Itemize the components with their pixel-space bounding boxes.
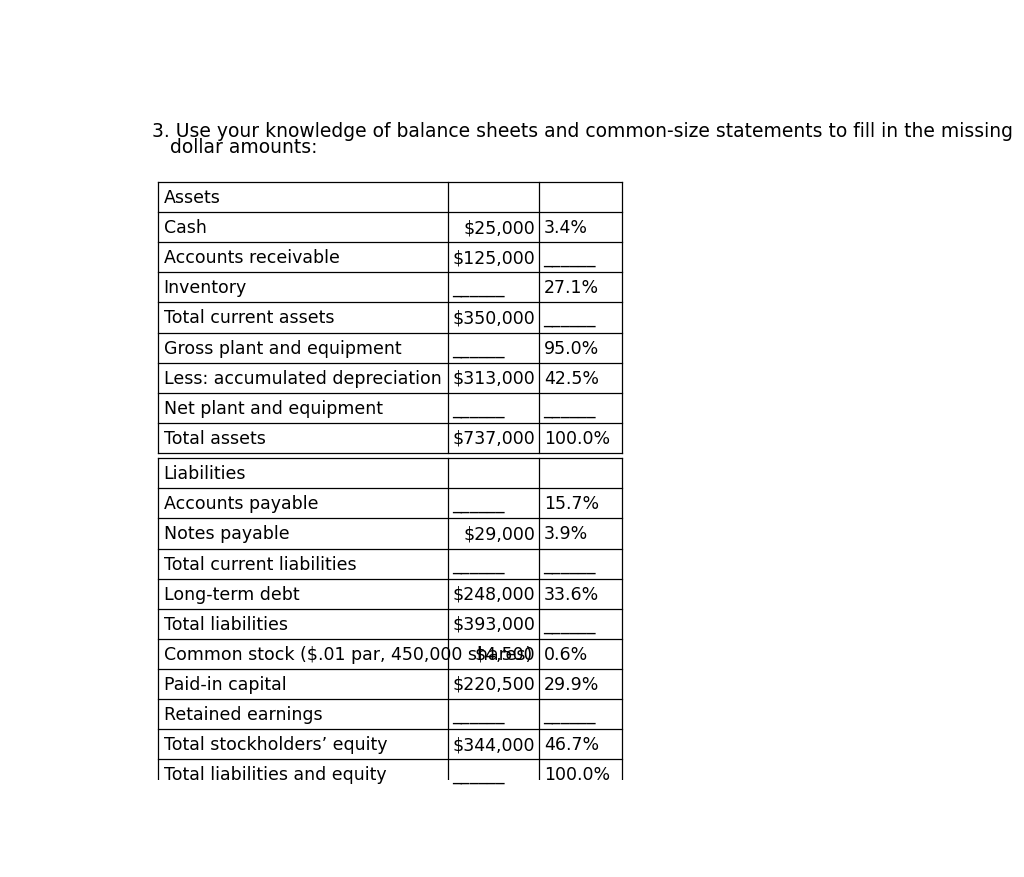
Text: 27.1%: 27.1% <box>544 279 599 297</box>
Text: ______: ______ <box>452 279 504 297</box>
Text: $344,000: $344,000 <box>453 735 536 753</box>
Text: ______: ______ <box>452 555 504 573</box>
Text: Gross plant and equipment: Gross plant and equipment <box>164 339 401 357</box>
Text: Total current liabilities: Total current liabilities <box>164 555 356 573</box>
Text: 15.7%: 15.7% <box>544 495 599 513</box>
Text: Liabilities: Liabilities <box>164 465 246 482</box>
Text: 33.6%: 33.6% <box>544 585 599 603</box>
Bar <box>158 183 623 453</box>
Text: ______: ______ <box>452 339 504 357</box>
Text: ______: ______ <box>543 705 596 724</box>
Text: Assets: Assets <box>164 189 220 207</box>
Text: Cash: Cash <box>164 219 207 237</box>
Text: $25,000: $25,000 <box>464 219 536 237</box>
Text: ______: ______ <box>543 309 596 327</box>
Text: ______: ______ <box>452 705 504 724</box>
Text: $313,000: $313,000 <box>453 369 536 388</box>
Text: 42.5%: 42.5% <box>544 369 599 388</box>
Text: Accounts payable: Accounts payable <box>164 495 318 513</box>
Text: Notes payable: Notes payable <box>164 525 290 543</box>
Text: Total current assets: Total current assets <box>164 309 334 327</box>
Text: ______: ______ <box>543 615 596 633</box>
Text: ______: ______ <box>543 249 596 267</box>
Text: $737,000: $737,000 <box>453 430 536 447</box>
Text: $350,000: $350,000 <box>453 309 536 327</box>
Text: Less: accumulated depreciation: Less: accumulated depreciation <box>164 369 441 388</box>
Text: Inventory: Inventory <box>164 279 247 297</box>
Text: Total liabilities: Total liabilities <box>164 615 288 633</box>
Text: Common stock ($.01 par, 450,000 shares): Common stock ($.01 par, 450,000 shares) <box>164 645 531 663</box>
Text: $393,000: $393,000 <box>453 615 536 633</box>
Bar <box>158 459 623 789</box>
Text: Total stockholders’ equity: Total stockholders’ equity <box>164 735 387 753</box>
Text: 3. Use your knowledge of balance sheets and common-size statements to fill in th: 3. Use your knowledge of balance sheets … <box>152 122 1013 141</box>
Text: ______: ______ <box>452 495 504 513</box>
Text: 3.4%: 3.4% <box>544 219 588 237</box>
Text: 0.6%: 0.6% <box>544 645 588 663</box>
Text: Paid-in capital: Paid-in capital <box>164 675 287 693</box>
Text: 29.9%: 29.9% <box>544 675 599 693</box>
Text: dollar amounts:: dollar amounts: <box>152 138 317 157</box>
Text: 3.9%: 3.9% <box>544 525 588 543</box>
Text: Accounts receivable: Accounts receivable <box>164 249 340 267</box>
Text: Long-term debt: Long-term debt <box>164 585 299 603</box>
Text: 95.0%: 95.0% <box>544 339 599 357</box>
Text: ______: ______ <box>543 399 596 417</box>
Text: $125,000: $125,000 <box>453 249 536 267</box>
Text: 46.7%: 46.7% <box>544 735 599 753</box>
Text: ______: ______ <box>543 555 596 573</box>
Text: Retained earnings: Retained earnings <box>164 705 323 724</box>
Text: Total assets: Total assets <box>164 430 265 447</box>
Text: $220,500: $220,500 <box>453 675 536 693</box>
Text: $29,000: $29,000 <box>463 525 536 543</box>
Text: ______: ______ <box>452 766 504 783</box>
Text: Total liabilities and equity: Total liabilities and equity <box>164 766 386 783</box>
Text: $248,000: $248,000 <box>453 585 536 603</box>
Text: ______: ______ <box>452 399 504 417</box>
Text: $4,500: $4,500 <box>474 645 536 663</box>
Text: Net plant and equipment: Net plant and equipment <box>164 399 383 417</box>
Text: 100.0%: 100.0% <box>544 430 610 447</box>
Text: 100.0%: 100.0% <box>544 766 610 783</box>
